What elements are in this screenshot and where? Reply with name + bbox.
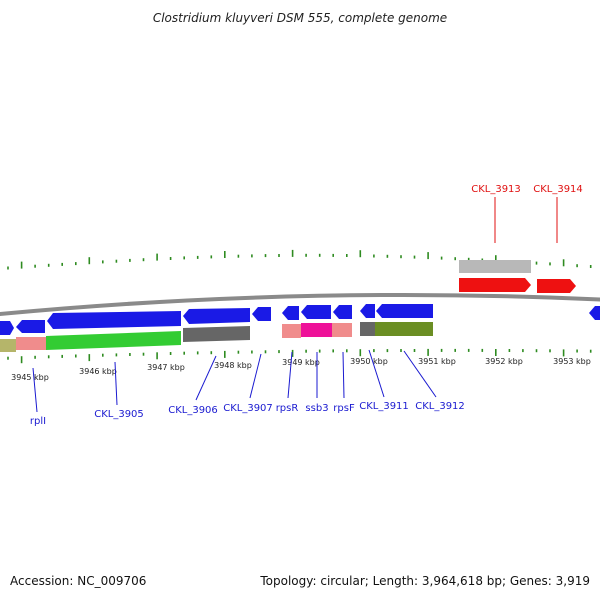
- cds-arrow-partial-right[interactable]: [589, 306, 600, 320]
- forward-features: [459, 260, 576, 293]
- leader-line-rpli: [32, 367, 38, 413]
- cds-arrow-ckl-3905[interactable]: [47, 311, 181, 329]
- gene-bar-ssb3[interactable]: [301, 323, 332, 337]
- label-ckl-3913[interactable]: CKL_3913: [471, 184, 521, 195]
- gene-bar-rpli[interactable]: [16, 337, 46, 350]
- cds-arrow-rpsf[interactable]: [333, 305, 352, 319]
- cds-arrow-ckl-3911[interactable]: [360, 304, 375, 318]
- label-rpsf[interactable]: rpsF: [333, 403, 355, 414]
- forward-labels: CKL_3913 CKL_3914: [471, 184, 583, 243]
- scale-label-3945: 3945 kbp: [11, 373, 49, 382]
- cds-arrow-ckl-3906[interactable]: [183, 308, 250, 324]
- gene-bar-ckl-3912[interactable]: [375, 322, 433, 336]
- reverse-cds-row: [0, 304, 600, 335]
- scale-label-3947: 3947 kbp: [147, 363, 185, 372]
- accession-text: Accession: NC_009706: [10, 574, 146, 588]
- scale-labels: 3945 kbp 3946 kbp 3947 kbp 3948 kbp 3949…: [11, 357, 591, 382]
- cds-arrow-rpli[interactable]: [16, 320, 45, 333]
- gene-bar-ckl-3913[interactable]: [459, 260, 531, 273]
- cds-arrow-ckl-3907[interactable]: [252, 307, 271, 321]
- cds-arrow-partial-left[interactable]: [0, 321, 14, 335]
- label-ckl-3912[interactable]: CKL_3912: [415, 401, 465, 412]
- leader-line-rpsr: [287, 351, 293, 399]
- leader-line-rpsf: [342, 351, 345, 399]
- cds-arrow-ckl-3912[interactable]: [376, 304, 433, 318]
- leader-line-ckl-3906: [195, 355, 217, 401]
- scale-label-3946: 3946 kbp: [79, 367, 117, 376]
- cds-arrow-ssb3[interactable]: [301, 305, 331, 319]
- label-rpsr[interactable]: rpsR: [276, 403, 299, 414]
- label-ckl-3911[interactable]: CKL_3911: [359, 401, 409, 412]
- leader-line-ckl-3911: [368, 349, 385, 398]
- cds-arrow-rpsr[interactable]: [282, 306, 299, 320]
- label-ckl-3906[interactable]: CKL_3906: [168, 405, 218, 416]
- leader-line-ckl-3907: [249, 353, 262, 399]
- genome-summary-text: Topology: circular; Length: 3,964,618 bp…: [259, 574, 590, 588]
- gene-bar-rpsf[interactable]: [332, 323, 352, 337]
- label-ckl-3907[interactable]: CKL_3907: [223, 403, 273, 414]
- leader-line-ckl-3912: [403, 350, 437, 398]
- gene-bar-ckl-3905[interactable]: [46, 331, 181, 350]
- scale-label-3950: 3950 kbp: [350, 357, 388, 366]
- genome-backbone: [0, 293, 600, 317]
- label-rpli[interactable]: rplI: [30, 416, 46, 427]
- label-ckl-3905[interactable]: CKL_3905: [94, 409, 144, 420]
- inner-tick-row: [7, 348, 592, 364]
- reverse-gene-row: [0, 322, 433, 352]
- scale-label-3951: 3951 kbp: [418, 357, 456, 366]
- leader-line-ckl-3905: [114, 361, 118, 406]
- cds-arrow-ckl-3914[interactable]: [537, 279, 576, 293]
- scale-label-3949: 3949 kbp: [282, 358, 320, 367]
- scale-label-3953: 3953 kbp: [553, 357, 591, 366]
- scale-label-3952: 3952 kbp: [485, 357, 523, 366]
- label-ssb3[interactable]: ssb3: [305, 403, 328, 414]
- gene-bar-ckl-3906[interactable]: [183, 326, 250, 342]
- cds-arrow-ckl-3913[interactable]: [459, 278, 531, 292]
- label-ckl-3914[interactable]: CKL_3914: [533, 184, 583, 195]
- map-title: Clostridium kluyveri DSM 555, complete g…: [153, 11, 447, 25]
- gene-bar-rpsr[interactable]: [282, 324, 301, 338]
- gene-bar-ckl-3911[interactable]: [360, 322, 375, 336]
- scale-label-3948: 3948 kbp: [214, 361, 252, 370]
- gene-bar-partial-left[interactable]: [0, 339, 16, 352]
- reverse-labels: rplI CKL_3905 CKL_3906 CKL_3907 rpsR ssb…: [30, 349, 465, 427]
